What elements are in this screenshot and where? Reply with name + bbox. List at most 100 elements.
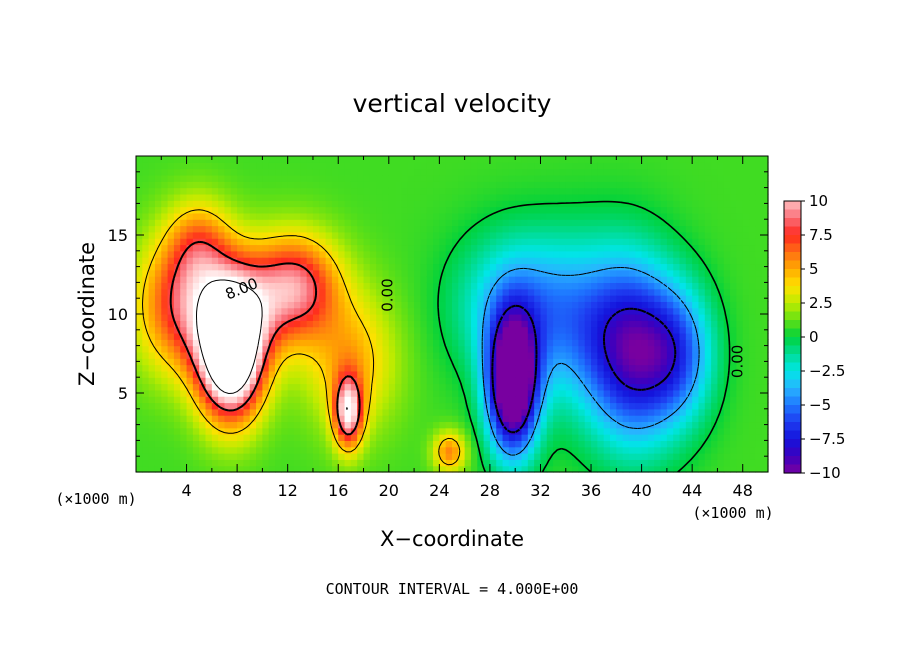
- heatmap-cell: [723, 219, 731, 227]
- heatmap-cell: [730, 307, 737, 315]
- heatmap-cell: [452, 320, 459, 328]
- heatmap-cell: [660, 396, 668, 404]
- heatmap-cell: [660, 459, 668, 467]
- heatmap-cell: [749, 187, 756, 195]
- heatmap-cell: [230, 288, 238, 296]
- heatmap-cell: [452, 408, 459, 416]
- heatmap-cell: [439, 276, 447, 283]
- heatmap-cell: [167, 219, 175, 227]
- heatmap-cell: [464, 225, 472, 233]
- heatmap-cell: [635, 301, 643, 309]
- heatmap-cell: [742, 219, 750, 227]
- heatmap-cell: [578, 156, 586, 163]
- heatmap-cell: [357, 383, 365, 391]
- heatmap-cell: [704, 168, 712, 176]
- heatmap-cell: [515, 263, 523, 271]
- heatmap-cell: [692, 459, 700, 467]
- heatmap-cell: [325, 156, 333, 163]
- heatmap-cell: [761, 332, 769, 340]
- heatmap-cell: [515, 250, 523, 258]
- heatmap-cell: [344, 282, 352, 290]
- heatmap-cell: [369, 453, 377, 460]
- heatmap-cell: [723, 351, 731, 359]
- heatmap-cell: [730, 440, 737, 448]
- heatmap-cell: [325, 370, 333, 378]
- heatmap-cell: [262, 415, 270, 423]
- heatmap-cell: [597, 427, 605, 435]
- heatmap-cell: [692, 446, 700, 454]
- heatmap-cell: [205, 276, 213, 283]
- heatmap-cell: [685, 181, 693, 189]
- heatmap-cell: [603, 238, 611, 246]
- heatmap-cell: [262, 434, 270, 441]
- heatmap-cell: [692, 370, 700, 378]
- heatmap-cell: [464, 168, 472, 176]
- heatmap-cell: [540, 288, 548, 296]
- heatmap-cell: [483, 332, 491, 340]
- heatmap-cell: [730, 351, 737, 359]
- heatmap-cell: [641, 421, 649, 429]
- heatmap-cell: [357, 332, 365, 340]
- heatmap-cell: [439, 200, 447, 208]
- heatmap-cell: [622, 301, 630, 309]
- heatmap-cell: [616, 269, 624, 277]
- heatmap-cell: [723, 250, 731, 258]
- heatmap-cell: [344, 307, 352, 315]
- heatmap-cell: [711, 440, 719, 448]
- heatmap-cell: [711, 238, 719, 246]
- heatmap-cell: [654, 415, 662, 423]
- heatmap-cell: [470, 358, 478, 366]
- heatmap-cell: [136, 269, 143, 277]
- heatmap-cell: [154, 314, 162, 321]
- heatmap-cell: [641, 193, 649, 201]
- heatmap-cell: [218, 263, 226, 271]
- heatmap-cell: [363, 332, 371, 340]
- heatmap-cell: [641, 288, 649, 296]
- heatmap-cell: [148, 276, 156, 283]
- heatmap-cell: [331, 421, 339, 429]
- heatmap-cell: [230, 225, 238, 233]
- heatmap-cell: [256, 187, 263, 195]
- heatmap-cell: [553, 307, 561, 315]
- heatmap-cell: [673, 231, 681, 239]
- heatmap-cell: [224, 206, 232, 214]
- heatmap-cell: [692, 187, 700, 195]
- heatmap-cell: [237, 446, 245, 454]
- heatmap-cell: [711, 174, 719, 182]
- heatmap-cell: [591, 238, 598, 246]
- heatmap-cell: [730, 301, 737, 309]
- heatmap-cell: [647, 206, 655, 214]
- heatmap-cell: [388, 358, 396, 366]
- heatmap-cell: [553, 383, 561, 391]
- heatmap-cell: [628, 415, 636, 423]
- heatmap-cell: [452, 383, 459, 391]
- heatmap-cell: [742, 231, 750, 239]
- heatmap-cell: [268, 187, 276, 195]
- heatmap-cell: [148, 383, 156, 391]
- heatmap-cell: [698, 358, 706, 366]
- heatmap-cell: [338, 402, 346, 410]
- heatmap-cell: [597, 345, 605, 353]
- heatmap-cell: [211, 408, 219, 416]
- heatmap-cell: [294, 206, 301, 214]
- heatmap-cell: [312, 168, 320, 176]
- heatmap-cell: [243, 168, 251, 176]
- heatmap-cell: [584, 383, 592, 391]
- heatmap-cell: [439, 465, 447, 473]
- heatmap-cell: [647, 453, 655, 460]
- heatmap-cell: [312, 244, 320, 252]
- heatmap-cell: [597, 332, 605, 340]
- heatmap-cell: [192, 250, 200, 258]
- heatmap-cell: [477, 408, 485, 416]
- heatmap-cell: [635, 389, 643, 397]
- heatmap-cell: [559, 206, 567, 214]
- heatmap-cell: [230, 345, 238, 353]
- heatmap-cell: [515, 168, 523, 176]
- heatmap-cell: [192, 364, 200, 372]
- heatmap-cell: [262, 358, 270, 366]
- heatmap-cell: [331, 320, 339, 328]
- heatmap-cell: [742, 377, 750, 385]
- heatmap-cell: [211, 332, 219, 340]
- heatmap-cell: [192, 339, 200, 347]
- heatmap-cell: [761, 446, 769, 454]
